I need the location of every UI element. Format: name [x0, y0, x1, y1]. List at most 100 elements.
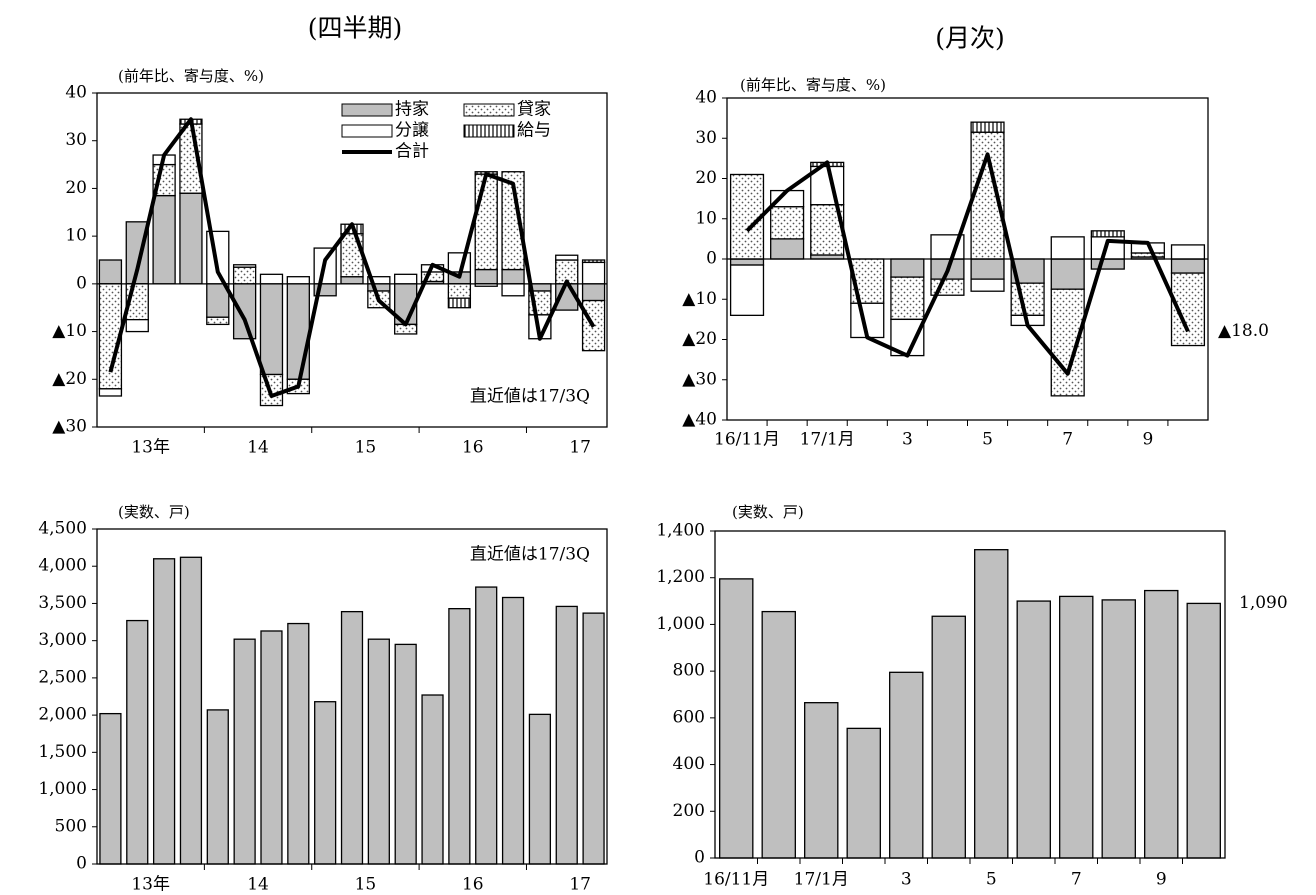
bar-segment	[1170, 258, 1206, 274]
y-tick-label: 30	[65, 130, 87, 150]
y-tick-label: 0	[706, 249, 717, 269]
y-tick-label: 1,200	[656, 567, 705, 587]
bar	[1059, 595, 1094, 859]
x-tick-label: 13年	[131, 875, 170, 895]
x-tick-label: 14	[247, 875, 269, 895]
bar-segment	[125, 318, 149, 333]
y-axis-label: (前年比、寄与度、%)	[740, 76, 886, 94]
bar	[367, 638, 390, 865]
y-axis-label: (実数、戸)	[118, 503, 190, 521]
y-tick-label: 10	[695, 208, 717, 228]
x-tick-label: 17	[569, 875, 591, 895]
bar	[501, 596, 525, 865]
y-tick-label: 500	[55, 816, 87, 836]
bar-segment	[501, 268, 525, 285]
y-tick-label: 20	[65, 178, 87, 198]
bar-segment	[474, 173, 498, 271]
bar	[804, 702, 839, 859]
bar	[233, 638, 256, 865]
bar-segment	[890, 258, 925, 278]
bar-segment	[232, 266, 257, 285]
bar-segment	[729, 258, 765, 266]
y-tick-label: 1,000	[656, 614, 705, 634]
bar-segment	[501, 171, 525, 271]
bar-segment	[232, 283, 257, 340]
bar	[889, 671, 924, 859]
bar-segment	[770, 206, 805, 240]
bar-segment	[501, 283, 525, 297]
bar	[260, 630, 283, 865]
annotation: 直近値は17/3Q	[470, 545, 590, 565]
x-tick-label: 15	[355, 875, 377, 895]
bar	[1144, 589, 1179, 859]
bar-segment	[447, 297, 472, 309]
x-tick-label: 7	[1062, 430, 1073, 450]
bar	[448, 608, 471, 865]
bar-segment	[970, 258, 1005, 280]
bar-segment	[152, 194, 176, 285]
x-tick-label: 14	[247, 438, 269, 458]
legend-label: 持家	[395, 100, 429, 120]
legend-swatch	[463, 103, 515, 117]
bar-segment	[340, 276, 364, 285]
bar	[475, 586, 498, 865]
bar	[421, 694, 444, 865]
bar	[1186, 602, 1221, 859]
y-tick-label: 0	[76, 854, 87, 874]
bar-segment	[394, 273, 418, 285]
y-tick-label: 400	[673, 754, 705, 774]
plot-frame	[96, 528, 608, 865]
bar-segment	[1170, 244, 1206, 260]
bar	[99, 712, 122, 865]
legend-label: 給与	[517, 121, 551, 141]
legend-swatch	[341, 124, 393, 138]
y-tick-label: ▲10	[682, 289, 717, 309]
bar-segment	[206, 316, 230, 326]
y-tick-label: 0	[76, 273, 87, 293]
bar	[152, 558, 176, 865]
chart-title: (月次)	[935, 24, 1005, 53]
bar-segment	[890, 276, 925, 321]
x-tick-label: 3	[902, 430, 913, 450]
y-tick-label: 40	[65, 83, 87, 103]
x-tick-label: 5	[986, 870, 997, 890]
plot-frame	[96, 92, 608, 428]
x-tick-label: 16	[462, 438, 484, 458]
bar-segment	[232, 264, 257, 268]
bar-segment	[1010, 282, 1045, 316]
bar-segment	[1090, 230, 1125, 238]
annotation: 直近値は17/3Q	[470, 387, 590, 407]
bar-segment	[810, 165, 845, 206]
bar	[1101, 599, 1136, 859]
bar-segment	[259, 283, 284, 376]
x-tick-label: 16/11月	[703, 870, 769, 890]
legend-label: 合計	[395, 142, 429, 162]
y-tick-label: 4,500	[38, 519, 87, 539]
y-tick-label: 40	[695, 88, 717, 108]
y-tick-label: ▲20	[682, 329, 717, 349]
bar	[314, 701, 337, 865]
y-tick-label: 0	[694, 848, 705, 868]
bar-segment	[1050, 288, 1085, 397]
bar-segment	[1090, 258, 1125, 270]
y-tick-label: 1,000	[38, 779, 87, 799]
y-tick-label: 2,000	[38, 705, 87, 725]
value-label: 1,090	[1239, 593, 1288, 613]
y-tick-label: 800	[673, 661, 705, 681]
legend-swatch	[463, 124, 515, 138]
bar-segment	[259, 273, 284, 285]
y-tick-label: 3,000	[38, 630, 87, 650]
x-tick-label: 17/1月	[800, 430, 855, 450]
bar-segment	[729, 173, 765, 260]
legend-label: 貸家	[517, 100, 551, 120]
y-tick-label: 2,500	[38, 667, 87, 687]
bar	[340, 610, 364, 865]
bar	[394, 643, 417, 865]
bar-segment	[581, 261, 606, 285]
x-tick-label: 17/1月	[794, 870, 849, 890]
x-tick-label: 15	[355, 438, 377, 458]
bar-segment	[1050, 258, 1085, 290]
x-tick-label: 5	[982, 430, 993, 450]
bar-segment	[555, 254, 579, 261]
bar-segment	[1050, 236, 1085, 260]
